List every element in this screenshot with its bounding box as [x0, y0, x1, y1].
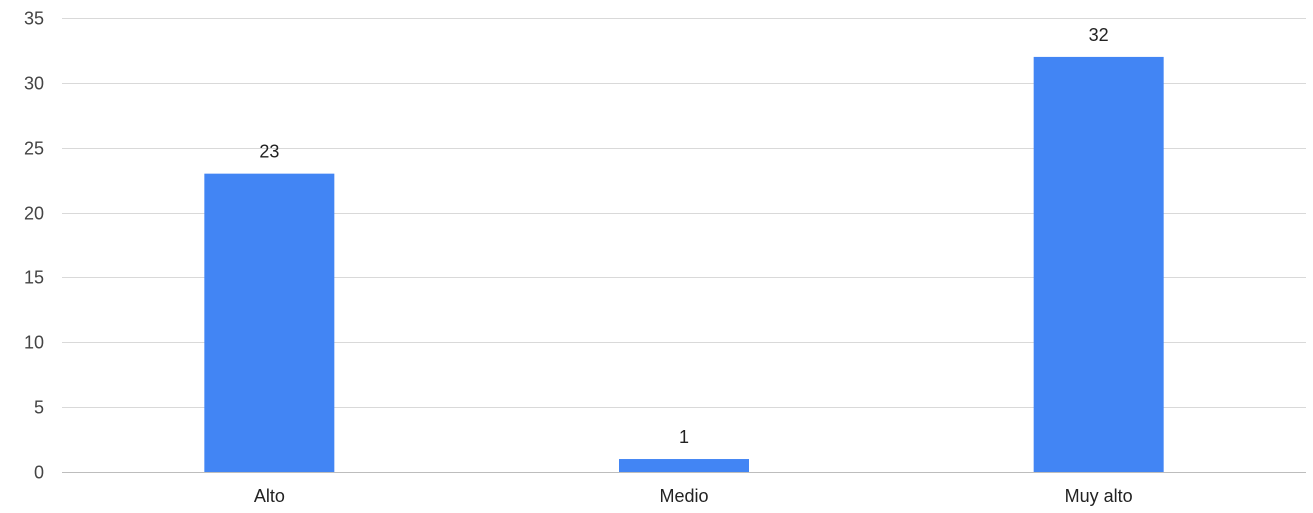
- y-tick-label: 35: [24, 9, 44, 29]
- y-tick-label: 0: [34, 463, 44, 483]
- y-tick-label: 20: [24, 204, 44, 224]
- y-tick-label: 5: [34, 398, 44, 418]
- bar-muy-alto: [1033, 56, 1164, 473]
- y-tick-label: 15: [24, 268, 44, 288]
- data-labels: 23 1 32: [259, 25, 1108, 447]
- x-axis-labels: Alto Medio Muy alto: [254, 486, 1133, 506]
- bar-medio: [619, 459, 749, 472]
- x-category-label: Muy alto: [1065, 486, 1133, 506]
- data-label: 23: [259, 142, 279, 162]
- data-label: 1: [679, 427, 689, 447]
- y-tick-label: 30: [24, 74, 44, 94]
- y-tick-label: 10: [24, 333, 44, 353]
- data-label: 32: [1089, 25, 1109, 45]
- bars: [204, 56, 1164, 473]
- y-axis-ticks: 0 5 10 15 20 25 30 35: [24, 9, 44, 483]
- y-tick-label: 25: [24, 139, 44, 159]
- bar-alto: [204, 173, 335, 472]
- x-category-label: Medio: [659, 486, 708, 506]
- x-category-label: Alto: [254, 486, 285, 506]
